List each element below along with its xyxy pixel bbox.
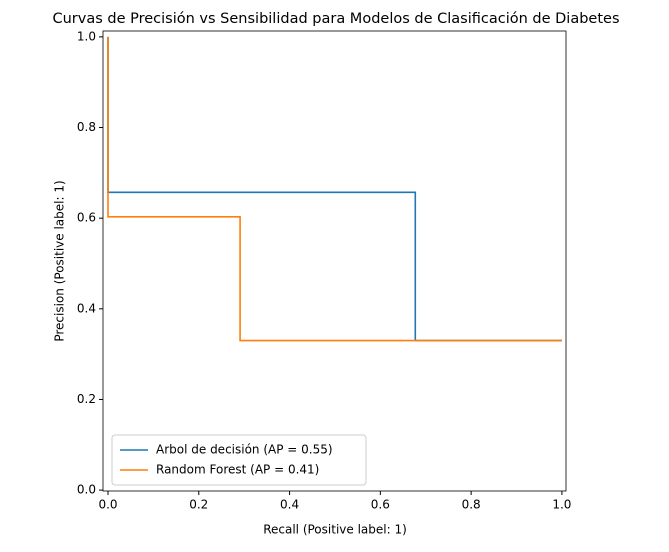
y-tick-label: 0.6 [77,211,96,225]
legend-box [111,434,367,486]
x-axis-label: Recall (Positive label: 1) [263,523,407,537]
chart-title: Curvas de Precisión vs Sensibilidad para… [52,11,619,27]
x-tick-label: 0.0 [98,498,117,512]
x-tick-label: 0.2 [189,498,208,512]
y-tick-label: 0.4 [77,301,96,315]
y-tick-label: 0.2 [77,392,96,406]
y-tick-label: 0.8 [77,120,96,134]
pr-curve [107,36,562,342]
y-tick-label: 0.0 [77,483,96,497]
x-tick-label: 0.8 [462,498,481,512]
x-tick-label: 0.4 [280,498,299,512]
legend-label: Arbol de decisión (AP = 0.55) [156,443,333,457]
y-axis-label: Precision (Positive label: 1) [53,180,67,341]
pr-curve [107,36,562,342]
y-tick-label: 1.0 [77,29,96,43]
x-tick-label: 0.6 [371,498,390,512]
legend-label: Random Forest (AP = 0.41) [156,463,319,477]
x-tick-label: 1.0 [552,498,571,512]
plot-frame [102,30,567,492]
